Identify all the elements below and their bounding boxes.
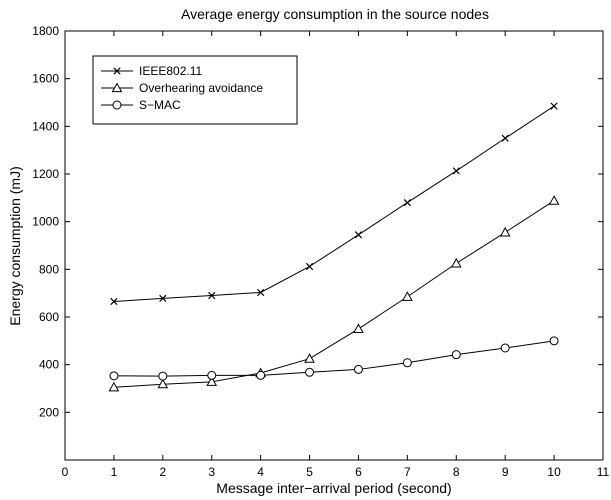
data-point — [451, 350, 461, 360]
data-point — [157, 378, 169, 389]
data-point — [354, 231, 363, 239]
legend-entry: IEEE802.11 — [101, 64, 202, 78]
legend-marker — [112, 100, 122, 110]
x-tick-label: 3 — [208, 465, 215, 479]
data-point — [550, 102, 558, 110]
data-point — [305, 262, 314, 271]
series-line — [113, 340, 555, 377]
data-point — [108, 381, 120, 392]
y-tick-label: 1200 — [32, 167, 59, 181]
y-tick-label: 1400 — [32, 119, 59, 133]
data-point — [159, 294, 167, 303]
data-point — [353, 364, 363, 374]
legend-label: S−MAC — [139, 98, 181, 112]
legend-label: Overhearing avoidance — [139, 81, 263, 95]
x-tick-label: 7 — [404, 465, 411, 479]
data-point — [548, 195, 560, 205]
x-tick-label: 8 — [453, 465, 460, 479]
legend-entry: Overhearing avoidance — [101, 81, 263, 95]
data-point — [403, 198, 411, 207]
data-point — [304, 353, 315, 363]
x-tick-label: 10 — [547, 465, 561, 479]
legend-label: IEEE802.11 — [139, 64, 202, 78]
y-tick-label: 1600 — [32, 72, 59, 86]
data-point — [501, 134, 509, 142]
plot-area-frame — [64, 30, 604, 461]
data-point — [257, 288, 265, 297]
y-tick-label: 800 — [39, 262, 59, 276]
legend-marker — [113, 67, 121, 75]
data-point — [402, 358, 412, 368]
data-point — [207, 370, 217, 380]
series-circle — [109, 336, 559, 381]
x-tick-label: 0 — [62, 465, 69, 479]
data-point — [402, 291, 413, 301]
legend: IEEE802.11 Overhearing avoidance S−MAC — [92, 55, 298, 125]
y-tick-label: 1000 — [32, 215, 59, 229]
data-point — [256, 370, 266, 380]
legend-marker — [111, 82, 123, 93]
y-axis-label: Energy consumption (mJ) — [7, 166, 23, 326]
data-point — [450, 257, 462, 268]
y-tick-label: 400 — [39, 358, 59, 372]
x-tick-label: 1 — [111, 465, 118, 479]
data-point — [452, 167, 460, 175]
x-axis-ticks: 0 1 2 3 4 5 6 7 8 9 10 11 — [62, 31, 610, 479]
series-line — [113, 200, 555, 388]
legend-box — [92, 55, 298, 125]
data-point — [158, 371, 168, 381]
data-point — [500, 343, 510, 353]
y-tick-label: 200 — [39, 405, 59, 419]
data-point — [206, 376, 218, 386]
legend-entry: S−MAC — [101, 98, 181, 112]
data-point — [549, 336, 559, 346]
x-tick-label: 5 — [306, 465, 313, 479]
x-tick-label: 9 — [502, 465, 509, 479]
x-tick-label: 4 — [257, 465, 264, 479]
x-tick-label: 6 — [355, 465, 362, 479]
data-point — [110, 297, 118, 306]
y-tick-label: 600 — [39, 310, 59, 324]
data-point — [499, 226, 511, 237]
x-axis-label: Message inter−arrival period (second) — [216, 480, 451, 496]
x-tick-label: 2 — [159, 465, 166, 479]
series-line — [113, 105, 555, 303]
series-layer — [108, 102, 560, 392]
chart-title: Average energy consumption in the source… — [181, 6, 489, 22]
data-point — [208, 291, 216, 300]
data-point — [353, 323, 364, 334]
data-point — [109, 371, 119, 381]
data-point — [305, 367, 315, 377]
series-triangle — [108, 195, 560, 392]
series-x — [110, 102, 558, 306]
y-tick-label: 1800 — [32, 24, 59, 38]
x-tick-label: 11 — [597, 465, 610, 479]
y-axis-ticks: 200 400 600 800 1000 1200 1400 1600 1800 — [32, 24, 603, 419]
